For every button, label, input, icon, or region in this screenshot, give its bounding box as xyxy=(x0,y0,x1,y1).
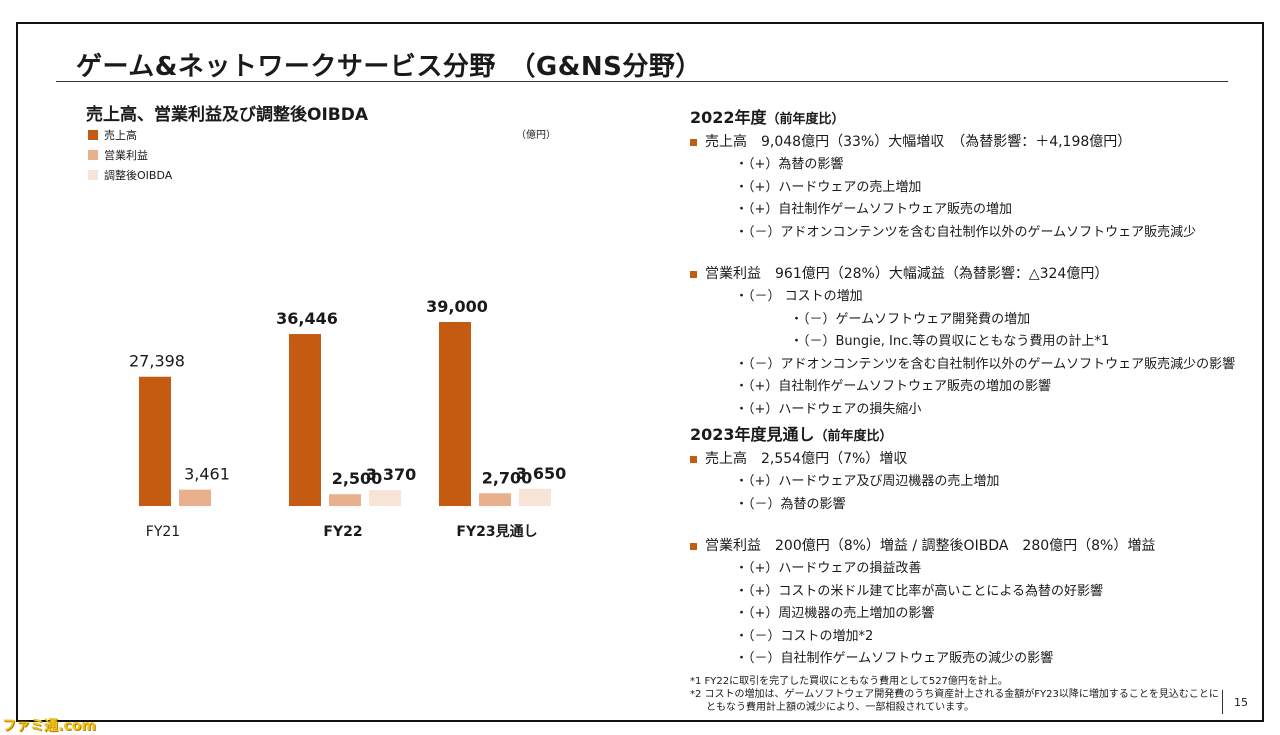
chart-unit: （億円） xyxy=(516,130,556,141)
sub-item: ・（+）ハードウェアの損失縮小 xyxy=(735,401,922,417)
sub-item: ・（+）自社制作ゲームソフトウェア販売の増加 xyxy=(735,202,1013,217)
chart-legend: 売上高 営業利益 調整後OIBDA xyxy=(88,125,172,185)
section-fy2022-subheading: （前年度比） xyxy=(766,112,845,127)
bar-adjusted-oibda-2 xyxy=(519,488,551,506)
bullet-square-icon xyxy=(690,270,697,278)
footnote-1: *1 FY22に取引を完了した買収にともなう費用として527億円を計上。 xyxy=(690,676,1008,687)
sub-item: ・（+）為替の影響 xyxy=(735,157,844,172)
data-label: 3,650 xyxy=(516,464,567,483)
sub-item: ・（+）ハードウェア及び周辺機器の売上増加 xyxy=(735,474,1000,489)
spacer xyxy=(690,516,1250,534)
category-label: FY22 xyxy=(323,524,362,540)
sub-item: ・（－）アドオンコンテンツを含む自社制作以外のゲームソフトウェア販売減少の影響 xyxy=(735,356,1236,372)
data-label: 2,700 xyxy=(482,468,533,487)
data-label: 3,461 xyxy=(184,465,230,484)
bullet-fy2022-operating-income: 営業利益 961億円（28%）大幅減益（為替影響：△324億円） xyxy=(690,262,1250,286)
legend-item-revenue: 売上高 xyxy=(88,125,172,145)
legend-label-operating-income: 営業利益 xyxy=(104,149,148,162)
legend-swatch-revenue xyxy=(88,130,98,140)
sub-item: ・（－）為替の影響 xyxy=(735,496,846,512)
bar-operating-income-2 xyxy=(479,493,511,506)
sub-sub-item: ・（－）ゲームソフトウェア開発費の増加 xyxy=(790,311,1031,327)
bullet-text: 営業利益 200億円（8%）増益 / 調整後OIBDA 280億円（8%）増益 xyxy=(705,538,1156,554)
section-fy2023-subheading: （前年度比） xyxy=(814,429,893,444)
footnotes: *1 FY22に取引を完了した買収にともなう費用として527億円を計上。 *2 … xyxy=(690,675,1225,714)
bar-revenue-2 xyxy=(439,322,471,506)
sub-item: ・（－）アドオンコンテンツを含む自社制作以外のゲームソフトウェア販売減少 xyxy=(735,224,1197,240)
commentary-panel: 2022年度（前年度比） 売上高 9,048億円（33%）大幅増収 （為替影響：… xyxy=(690,106,1250,671)
bar-revenue-1 xyxy=(289,334,321,506)
data-label: 36,446 xyxy=(276,309,338,328)
page-number-divider xyxy=(1222,690,1223,714)
legend-label-revenue: 売上高 xyxy=(104,129,137,142)
legend-label-adjusted-oibda: 調整後OIBDA xyxy=(104,169,173,182)
legend-item-operating-income: 営業利益 xyxy=(88,145,172,165)
section-fy2023-title: 2023年度見通し（前年度比） xyxy=(690,423,1250,447)
bullet-text: 営業利益 961億円（28%）大幅減益（為替影響：△324億円） xyxy=(705,266,1109,282)
slide-frame xyxy=(16,22,1264,722)
section-fy2023-heading: 2023年度見通し xyxy=(690,425,815,444)
sub-item: ・（+）ハードウェアの損益改善 xyxy=(735,561,922,576)
sub-item: ・（－） コストの増加 xyxy=(735,289,863,304)
sub-item: ・（－）コストの増加*2 xyxy=(735,628,874,644)
bar-revenue-0 xyxy=(139,376,171,506)
bullet-square-icon xyxy=(690,455,697,463)
bar-adjusted-oibda-1 xyxy=(369,490,401,506)
section-fy2022-title: 2022年度（前年度比） xyxy=(690,106,1250,130)
data-label: 2,500 xyxy=(332,469,383,488)
footnote-2: *2 コストの増加は、ゲームソフトウェア開発費のうち資産計上される金額がFY23… xyxy=(690,689,1219,700)
bar-operating-income-0 xyxy=(179,489,211,506)
watermark-logo: ファミ通.com xyxy=(2,718,96,734)
bullet-square-icon xyxy=(690,138,697,146)
chart-title: 売上高、営業利益及び調整後OIBDA xyxy=(86,105,369,125)
category-label: FY21 xyxy=(146,524,180,540)
spacer xyxy=(690,244,1250,262)
data-label: 39,000 xyxy=(426,297,488,316)
sub-sub-item: ・（－）Bungie, Inc.等の買収にともなう費用の計上*1 xyxy=(790,334,1110,349)
bullet-square-icon xyxy=(690,542,697,550)
bullet-fy2023-operating-income: 営業利益 200億円（8%）増益 / 調整後OIBDA 280億円（8%）増益 xyxy=(690,534,1250,558)
sub-item: ・（－）自社制作ゲームソフトウェア販売の減少の影響 xyxy=(735,651,1054,666)
bullet-fy2022-revenue: 売上高 9,048億円（33%）大幅増収 （為替影響：＋4,198億円） xyxy=(690,130,1250,154)
sub-item: ・（+）自社制作ゲームソフトウェア販売の増加の影響 xyxy=(735,379,1052,394)
data-label: 3,370 xyxy=(366,465,417,484)
data-label: 27,398 xyxy=(129,352,185,371)
category-label: FY23見通し xyxy=(456,524,537,540)
bullet-text: 売上高 9,048億円（33%）大幅増収 （為替影響：＋4,198億円） xyxy=(705,134,1132,150)
legend-item-adjusted-oibda: 調整後OIBDA xyxy=(88,165,172,185)
sub-item: ・（+）コストの米ドル建て比率が高いことによる為替の好影響 xyxy=(735,583,1104,599)
sub-item: ・（+）ハードウェアの売上増加 xyxy=(735,179,922,195)
legend-swatch-operating-income xyxy=(88,150,98,160)
sub-item: ・（+）周辺機器の売上増加の影響 xyxy=(735,606,935,621)
title-divider xyxy=(56,81,1228,82)
bar-operating-income-1 xyxy=(329,494,361,506)
bar-chart: 27,398 36,446 39,000 3,461 2,500 2,700 3,370 3,… xyxy=(129,297,567,540)
footnote-2-continued: ともなう費用計上額の減少により、一部相殺されています。 xyxy=(706,702,975,713)
page-number: 15 xyxy=(1234,696,1248,709)
bullet-text: 売上高 2,554億円（7%）増収 xyxy=(705,451,908,467)
section-fy2022-heading: 2022年度 xyxy=(690,108,767,127)
legend-swatch-adjusted-oibda xyxy=(88,170,98,180)
bullet-fy2023-revenue: 売上高 2,554億円（7%）増収 xyxy=(690,447,1250,471)
slide-title: ゲーム&ネットワークサービス分野 （G&NS分野） xyxy=(76,52,702,82)
